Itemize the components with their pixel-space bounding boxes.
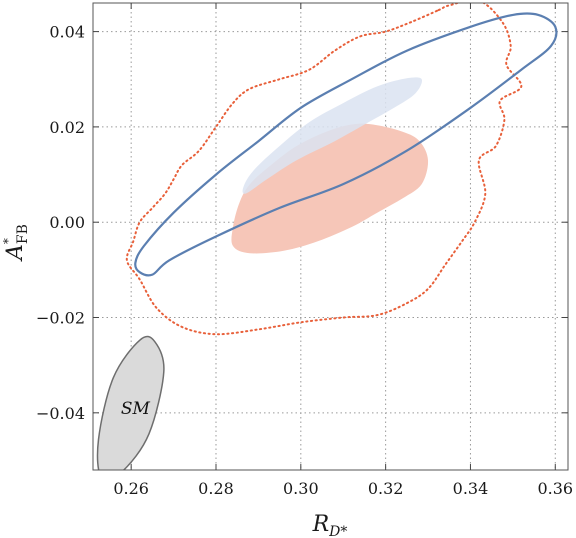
x-tick-label: 0.36	[537, 479, 573, 498]
blue-filled-region	[242, 77, 423, 194]
x-axis-label: RD*	[312, 512, 348, 538]
y-axis-label-sup: *	[1, 238, 15, 244]
x-axis-label-main: R	[312, 512, 330, 537]
sm-ellipse-region	[96, 335, 165, 470]
x-tick-label: 0.30	[283, 479, 319, 498]
y-tick-label: 0.02	[49, 118, 85, 137]
y-tick-label: −0.04	[36, 404, 85, 423]
sm-annotation: SM	[121, 399, 151, 419]
x-tick-label: 0.28	[198, 479, 234, 498]
ticks-layer	[93, 3, 568, 470]
y-axis-label: A*FB	[1, 224, 31, 262]
blue-solid-contour	[134, 12, 558, 277]
x-axis-label-sub: D*	[328, 524, 347, 538]
y-axis-label-sub: FB	[15, 224, 31, 244]
y-tick-label: 0.00	[49, 213, 85, 232]
tick-labels: 0.26 0.28 0.30 0.32 0.34 0.36 −0.04 −0.02 0.00 0.…	[36, 23, 573, 498]
y-axis-label-text: A*FB	[1, 224, 31, 262]
plot-frame	[92, 2, 569, 471]
y-axis-label-main: A	[3, 244, 28, 262]
x-tick-label: 0.32	[368, 479, 404, 498]
y-tick-label: 0.04	[49, 23, 85, 42]
data-layer: SM	[96, 3, 558, 470]
grid-layer	[93, 3, 568, 470]
x-tick-label: 0.34	[453, 479, 489, 498]
y-tick-label: −0.02	[36, 309, 85, 328]
x-tick-label: 0.26	[113, 479, 149, 498]
